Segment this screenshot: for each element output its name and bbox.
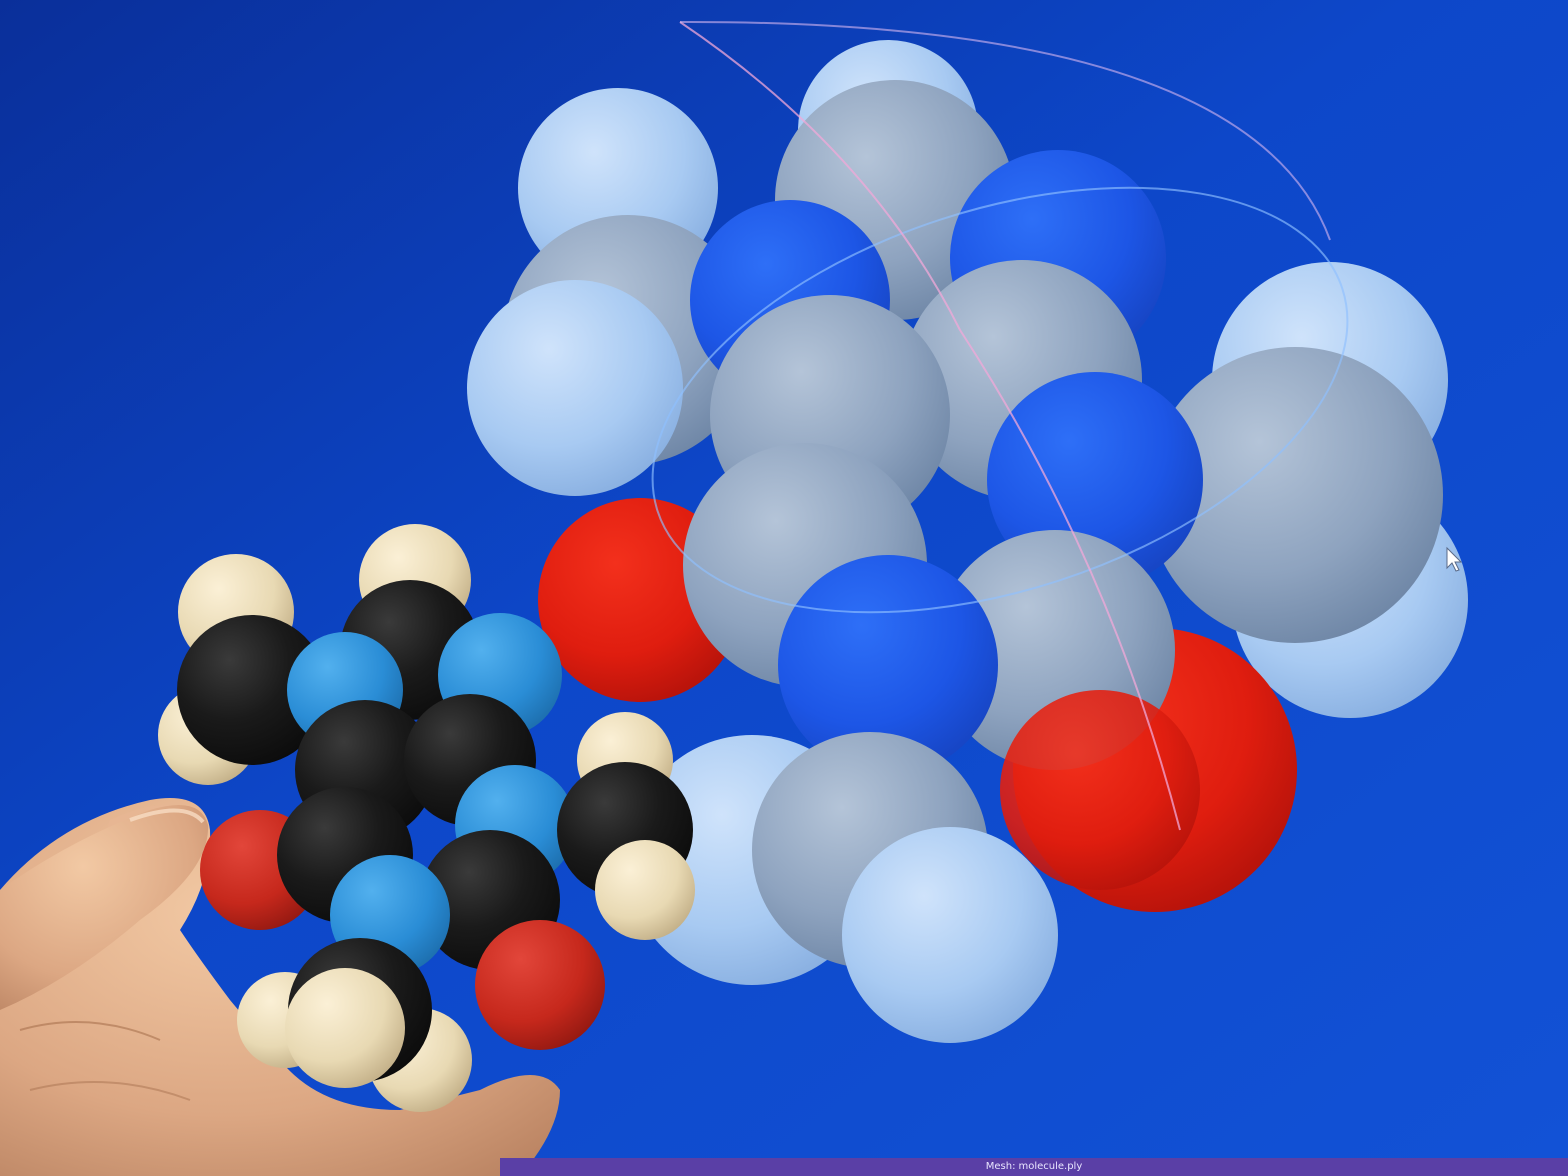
print-hydrogen-atom	[285, 968, 405, 1088]
status-bar: Mesh: molecule.ply	[500, 1158, 1568, 1176]
print-oxygen-atom	[475, 920, 605, 1050]
screen-oxygen-atom	[1000, 690, 1200, 890]
thumbnail	[129, 808, 205, 824]
screen-hydrogen-atom	[467, 280, 683, 496]
screen-carbon-atom	[1147, 347, 1443, 643]
status-text: Mesh: molecule.ply	[500, 1161, 1568, 1172]
print-carbon-atom	[177, 615, 327, 765]
status-filename: molecule.ply	[1018, 1161, 1083, 1172]
mouse-cursor-icon	[1446, 546, 1463, 572]
status-label: Mesh:	[985, 1161, 1016, 1172]
trackball-gizmo-ring[interactable]	[599, 108, 1401, 692]
trackball-gizmo-ring[interactable]	[679, 21, 1181, 831]
thumb	[0, 805, 209, 1010]
screen-molecule-model[interactable]	[467, 20, 1468, 1043]
printed-molecule-model	[158, 524, 695, 1112]
trackball-gizmo-ring[interactable]	[679, 20, 1331, 241]
print-hydrogen-atom	[595, 840, 695, 940]
screen-hydrogen-atom	[842, 827, 1058, 1043]
